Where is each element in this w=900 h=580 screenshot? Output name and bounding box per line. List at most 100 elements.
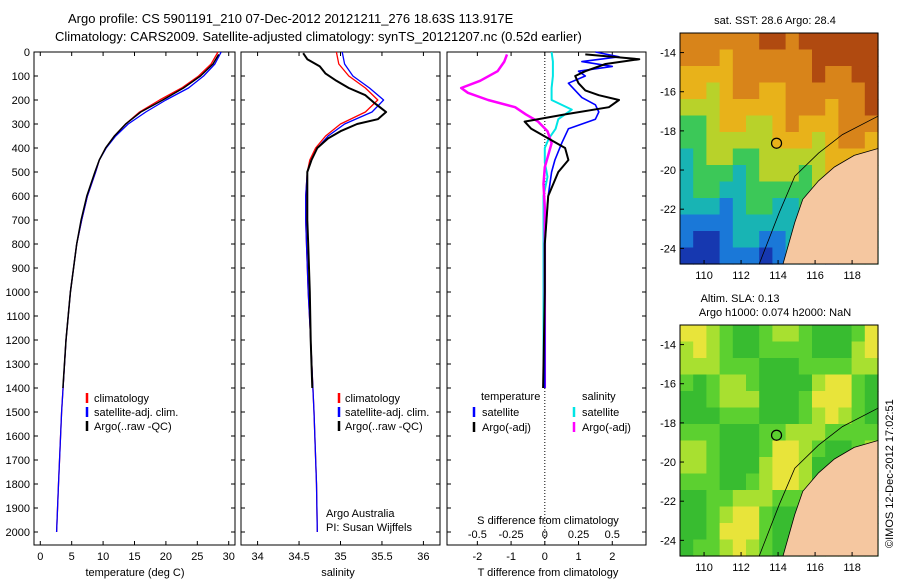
sla-map-cell [759,440,773,458]
sst-map-cell [732,99,747,117]
sst-map-cell [732,214,747,232]
sst-map-cell [706,181,721,199]
temp-xlabel: temperature (deg C) [85,567,184,579]
sst-map-cell [759,181,773,199]
sla-map-cell [759,391,773,409]
sla-map-cell [785,440,800,458]
sst-map-cell [812,33,826,51]
sal-legend-3: Argo(..raw -QC) [345,421,423,433]
sst-map-cell [732,132,747,150]
sst-map-cell [719,231,734,249]
sst-map-cell [785,181,800,199]
sla-map-cell [864,407,879,425]
sst-map-cell [719,132,734,150]
sla-map-cell [706,490,721,508]
sal-series-1 [305,51,379,533]
sst-map-cell [772,132,787,150]
sla-map-cell [825,440,839,458]
sst-map-cell [693,82,707,100]
sst-map-cell [772,82,787,100]
sla-map-cell [719,341,734,359]
sla-map-cell [812,358,826,376]
sst-map-cell [812,99,826,117]
sla-map-title-2: Argo h1000: 0.074 h2000: NaN [699,307,851,319]
sla-map-title-1: Altim. SLA: 0.13 [701,293,780,305]
sst-map-cell [838,115,853,133]
sst-map-cell [772,49,787,67]
sst-map-cell [719,66,734,84]
sst-map-cell [719,115,734,133]
sst-map-cell [746,82,760,100]
sst-map-cell [772,99,787,117]
sla-map-cell [693,473,707,491]
temp-legend-1: climatology [94,393,150,405]
sla-map-cell [746,473,760,491]
sla-map-cell [706,374,721,392]
sla-map-cell [785,457,800,475]
sst-map-cell [680,148,694,166]
sla-map-cell [851,374,866,392]
sla-map-cell [825,374,839,392]
sla-map-cell [798,391,813,409]
sla-map-cell [706,440,721,458]
diff-top-tick-label: -0.5 [468,529,487,541]
sst-map-cell [680,214,694,232]
sst-map-cell [746,132,760,150]
sla-map-cell [812,374,826,392]
sla-map-cell [825,341,839,359]
sst-map-cell [772,181,787,199]
sla-lat-tick-label: -18 [660,418,676,430]
depth-tick-label: 900 [12,263,30,275]
sla-map-cell [693,539,707,557]
depth-tick-label: 300 [12,119,30,131]
sla-map-cell [732,374,747,392]
sla-map-cell [785,374,800,392]
sst-map-cell [693,181,707,199]
sst-argo-marker-icon [770,137,783,149]
sla-map-cell [693,424,707,442]
depth-tick-label: 100 [12,71,30,83]
diff-top-tick-label: 0 [542,529,548,541]
sst-map-cell [759,49,773,67]
sst-map-cell [798,82,813,100]
sst-map-cell [851,49,866,67]
sst-map-cell [746,231,760,249]
sla-map-cell [746,341,760,359]
sla-map-cell [719,424,734,442]
sst-map-cell [746,148,760,166]
sla-map-cell [851,325,866,343]
sst-map-cell [680,115,694,133]
temp-xtick-label: 30 [223,551,235,563]
sla-map-cell [864,358,879,376]
sla-map-cell [680,374,694,392]
sla-map-cell [772,490,787,508]
sla-map-cell [732,506,747,524]
sla-map-cell [785,391,800,409]
diff-xtick-label: 1 [575,551,581,563]
sla-map-cell [746,539,760,557]
sla-map-cell [693,490,707,508]
sla-map-cell [785,325,800,343]
sla-map-cell [746,358,760,376]
sst-map-cell [746,198,760,216]
sla-lon-tick-label: 112 [732,562,750,574]
sst-map-cell [746,49,760,67]
sla-map-cell [719,374,734,392]
temp-series-3 [62,54,220,389]
depth-tick-label: 1200 [6,335,30,347]
sst-map-cell [680,231,694,249]
sla-map-cell [825,407,839,425]
diff-legend-t-title: temperature [481,391,540,403]
temp-xtick-label: 5 [69,551,75,563]
sst-map-cell [785,165,800,183]
sst-map-cell [785,148,800,166]
sla-map-cell [746,506,760,524]
sst-map-cell [825,66,839,84]
sst-map-cell [746,247,760,265]
sst-map-cell [812,115,826,133]
sst-map-cell [746,165,760,183]
sla-map-cell [759,325,773,343]
sla-map-cell [732,325,747,343]
sst-map-cell [706,99,721,117]
